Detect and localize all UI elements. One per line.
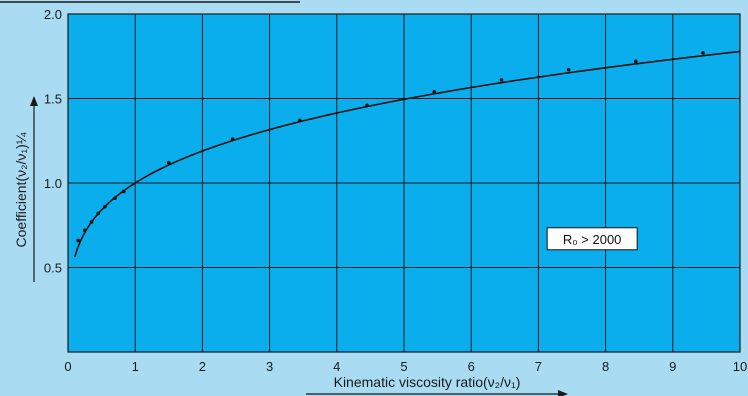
y-axis-title: Coefficient(ν₂/ν₁)¼ — [13, 132, 29, 247]
data-point-9 — [298, 118, 302, 123]
x-tick-label-8: 8 — [602, 359, 609, 374]
series-points — [76, 51, 705, 243]
data-point-7 — [167, 160, 171, 165]
y-tick-label-2: 1.5 — [44, 92, 62, 107]
x-tick-label-3: 3 — [266, 359, 273, 374]
data-point-0 — [76, 238, 80, 243]
x-tick-label-2: 2 — [199, 359, 206, 374]
y-tick-labels: 0.5 1.0 1.5 2.0 — [44, 7, 62, 276]
x-axis-title: Kinematic viscosity ratio(ν₂/ν₁) — [334, 374, 521, 390]
data-point-15 — [701, 51, 705, 55]
x-tick-label-7: 7 — [535, 359, 542, 374]
data-point-8 — [230, 137, 235, 141]
x-tick-label-10: 10 — [733, 359, 747, 374]
x-tick-label-5: 5 — [400, 359, 407, 374]
data-point-14 — [634, 59, 638, 64]
data-point-3 — [96, 211, 101, 216]
y-axis-arrowhead — [30, 96, 38, 106]
x-tick-label-1: 1 — [132, 359, 139, 374]
grid-lines — [67, 13, 741, 352]
data-point-13 — [566, 67, 571, 72]
x-tick-label-0: 0 — [64, 359, 71, 374]
data-point-2 — [89, 220, 94, 224]
data-point-10 — [365, 103, 369, 108]
data-point-5 — [113, 196, 117, 201]
y-tick-label-3: 2.0 — [44, 7, 62, 22]
y-tick-label-1: 1.0 — [44, 176, 62, 191]
x-axis-arrowhead — [558, 390, 568, 396]
y-tick-label-0: 0.5 — [44, 261, 62, 276]
annotation: R₀ > 2000 — [546, 227, 638, 251]
x-tick-label-6: 6 — [468, 359, 475, 374]
data-point-12 — [499, 78, 504, 82]
annotation-text: R₀ > 2000 — [563, 232, 622, 247]
data-point-11 — [432, 89, 437, 94]
series-curve — [73, 50, 741, 258]
x-tick-label-9: 9 — [669, 359, 676, 374]
x-tick-label-4: 4 — [333, 359, 340, 374]
annotation-box — [546, 227, 638, 251]
x-tick-labels: 0 1 2 3 4 5 6 7 8 9 10 — [64, 359, 747, 374]
data-point-6 — [121, 189, 126, 194]
data-point-4 — [103, 204, 107, 209]
data-point-1 — [83, 228, 87, 233]
